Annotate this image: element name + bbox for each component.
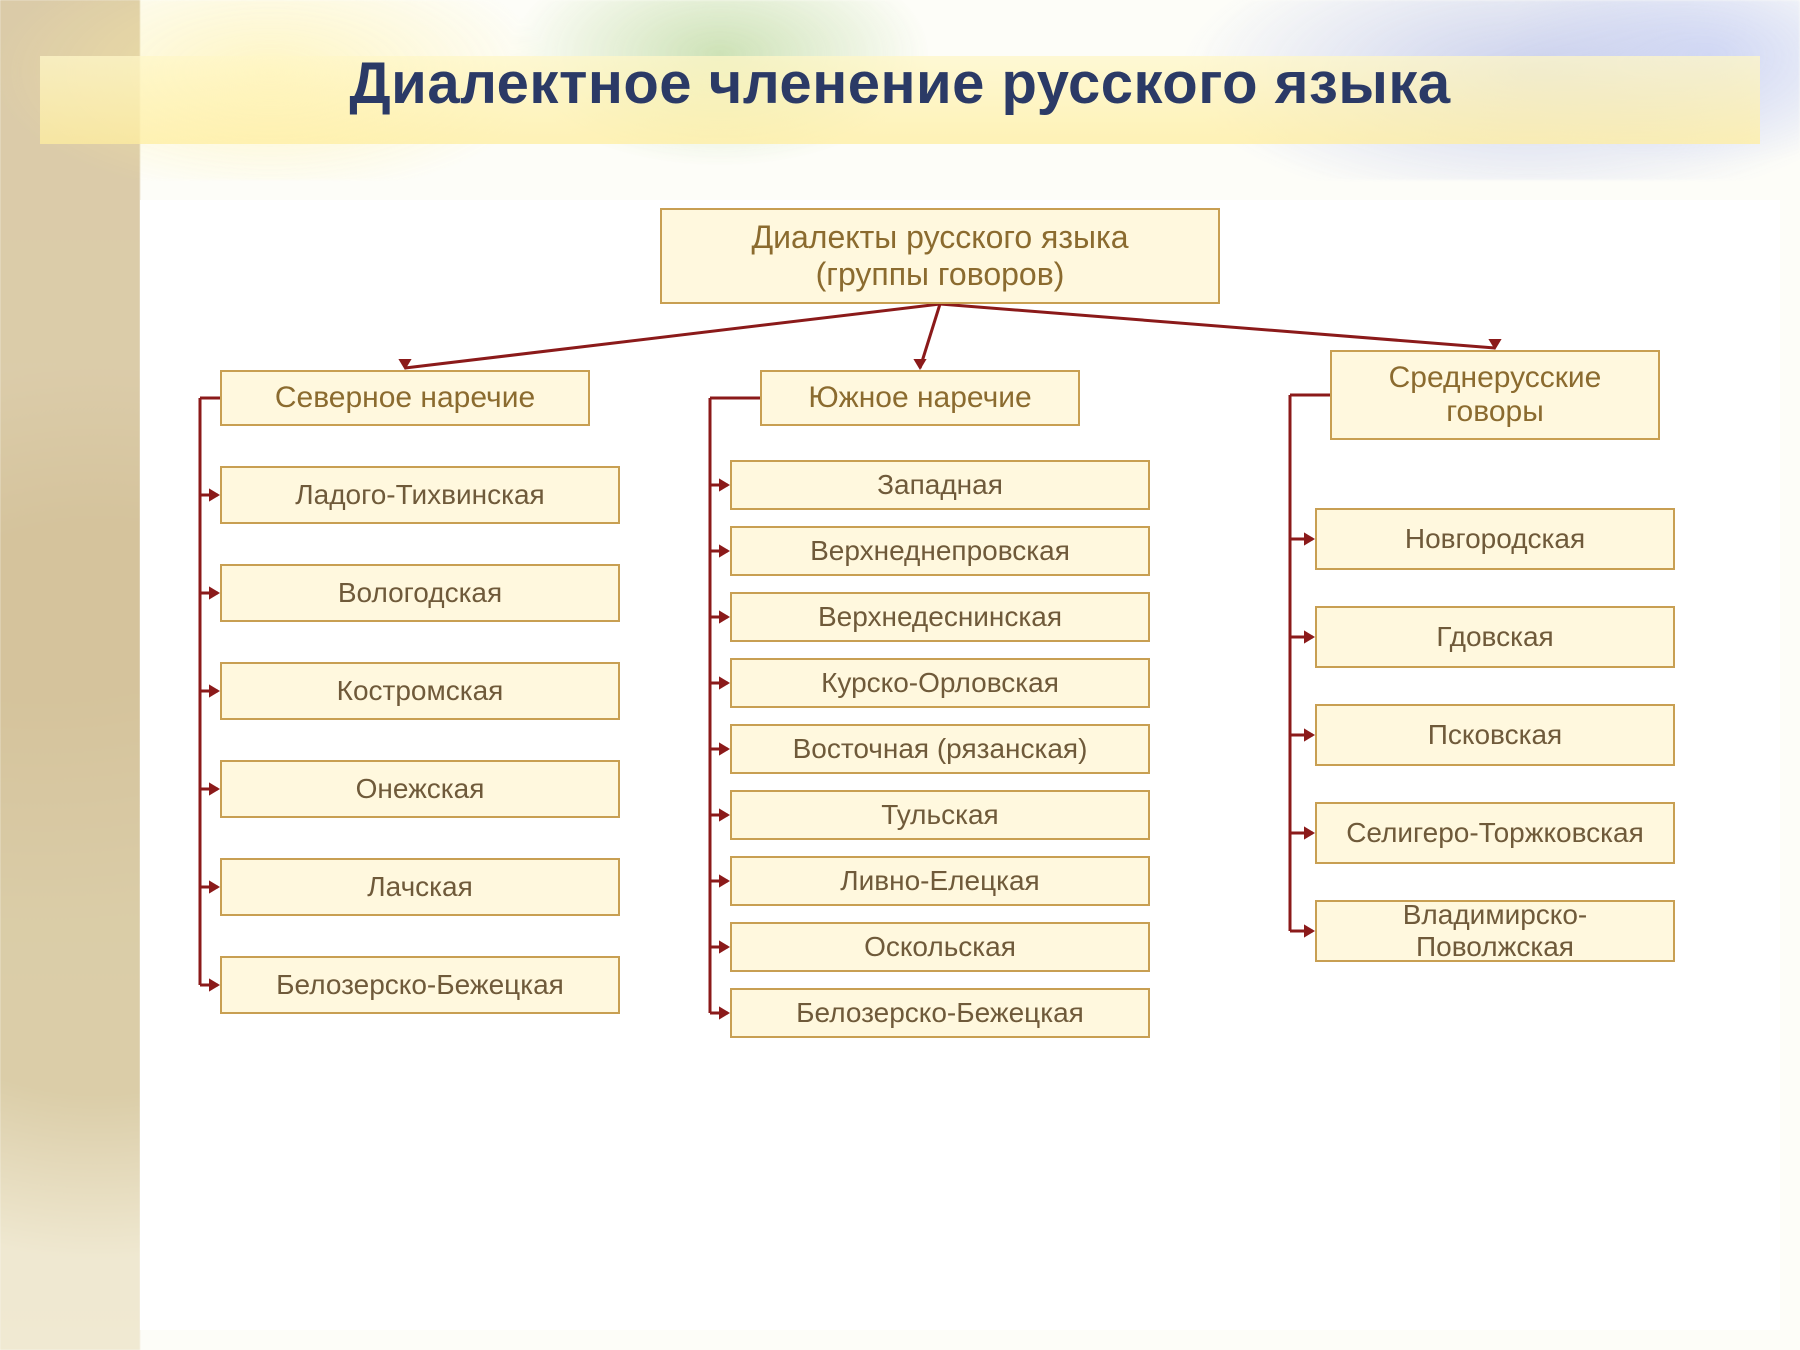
leaf-south-7: Оскольская [730,922,1150,972]
leaf-south-8: Белозерско-Бежецкая [730,988,1150,1038]
leaf-north-5: Белозерско-Бежецкая [220,956,620,1014]
leaf-central-2: Псковская [1315,704,1675,766]
branch-north: Северное наречие [220,370,590,426]
leaf-central-4: Владимирско-Поволжская [1315,900,1675,962]
leaf-south-0: Западная [730,460,1150,510]
branch-central: Среднерусскиеговоры [1330,350,1660,440]
leaf-south-4: Восточная (рязанская) [730,724,1150,774]
diagram-area: Диалекты русского языка(группы говоров) С… [140,200,1780,1330]
leaf-south-1: Верхнеднепровская [730,526,1150,576]
branch-south: Южное наречие [760,370,1080,426]
leaf-north-2: Костромская [220,662,620,720]
leaf-central-0: Новгородская [1315,508,1675,570]
decorative-left-stripe [0,0,140,1350]
leaf-north-0: Ладого-Тихвинская [220,466,620,524]
leaf-south-2: Верхнедеснинская [730,592,1150,642]
leaf-central-1: Гдовская [1315,606,1675,668]
leaf-north-1: Вологодская [220,564,620,622]
leaf-south-5: Тульская [730,790,1150,840]
leaf-central-3: Селигеро-Торжковская [1315,802,1675,864]
root-node: Диалекты русского языка(группы говоров) [660,208,1220,304]
page-title: Диалектное членение русского языка [0,50,1800,117]
leaf-north-4: Лачская [220,858,620,916]
leaf-south-6: Ливно-Елецкая [730,856,1150,906]
leaf-north-3: Онежская [220,760,620,818]
leaf-south-3: Курско-Орловская [730,658,1150,708]
